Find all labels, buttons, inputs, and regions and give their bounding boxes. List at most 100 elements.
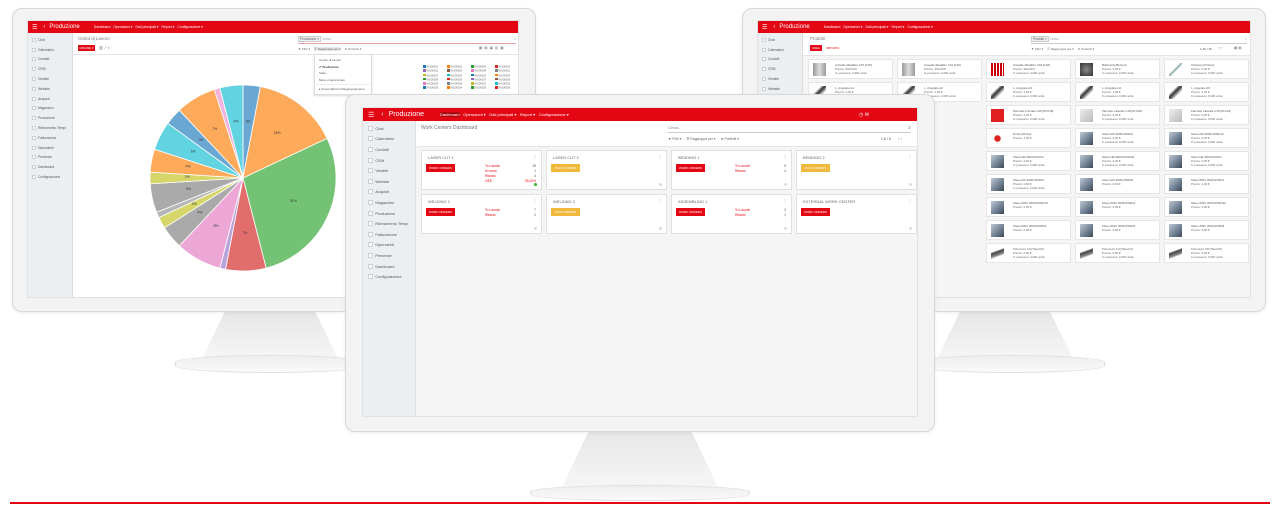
work-center-card[interactable]: BENDING 2 ⋮ PLAN ORDERS	[796, 150, 917, 190]
legend-item[interactable]: WO00012	[495, 69, 518, 73]
legend-item[interactable]: WO00002	[447, 65, 471, 69]
pie-slice[interactable]	[242, 86, 328, 179]
work-orders-button[interactable]: WORK ORDERS	[426, 164, 455, 172]
sidebar-item-vendite[interactable]: Vendite	[28, 74, 72, 84]
sidebar-item-produzione[interactable]: Produzione	[363, 208, 415, 219]
facet-tag[interactable]: Prodotti ×	[1031, 36, 1049, 42]
sidebar-item-calendario[interactable]: Calendario	[363, 134, 415, 145]
pie-slice[interactable]	[219, 84, 244, 179]
legend-item[interactable]: WO00031	[471, 82, 495, 86]
card-menu-icon[interactable]: ⋮	[783, 154, 787, 159]
group-by-button[interactable]: ☰ Raggruppa per ▾	[686, 137, 716, 141]
stat-label[interactable]: To Launch	[485, 208, 501, 212]
menu-item-2[interactable]: Dati principali ▾	[865, 25, 889, 29]
sidebar-item-rilevamento-tempi[interactable]: Rilevamento Tempi	[363, 218, 415, 229]
plan-orders-button[interactable]: PLAN ORDERS	[551, 208, 580, 216]
settings-icon[interactable]	[784, 183, 787, 186]
card-menu-icon[interactable]: ⋮	[908, 198, 912, 203]
sidebar-item-calendario[interactable]: Calendario	[28, 45, 72, 55]
back-icon[interactable]: ‹	[773, 24, 776, 30]
product-card[interactable]: L_Angolare A3 Prezzo: 1,00 € In possesso: …	[986, 82, 1071, 102]
legend-item[interactable]: WO00034	[447, 86, 471, 90]
menu-item-4[interactable]: Configurazione ▾	[177, 25, 203, 29]
product-card[interactable]: Armadio Metallico C16 [C16] Prezzo: 450,0…	[897, 59, 982, 79]
product-card[interactable]: Tubo ferro C4 [TferoC4] Prezzo: 0,00 € In …	[1075, 243, 1160, 263]
facet-tag[interactable]: Produzione ×	[298, 36, 321, 42]
stat-label[interactable]: To Launch	[735, 208, 751, 212]
product-card[interactable]: Bulloneria [BuGen] Prezzo: 0,00 € In posse…	[1075, 59, 1160, 79]
legend-item[interactable]: WO00023	[471, 73, 495, 77]
stat-label[interactable]: OEE	[485, 179, 492, 183]
card-menu-icon[interactable]: ⋮	[658, 198, 662, 203]
search-input[interactable]: Cerca...	[668, 126, 682, 130]
favorites-button[interactable]: ★ Preferiti ▾	[720, 137, 739, 141]
sidebar-item-configurazione[interactable]: Configurazione	[28, 172, 72, 182]
sidebar-item-crm[interactable]: CRM	[758, 64, 802, 74]
settings-icon[interactable]	[784, 227, 787, 230]
sidebar-item-fatturazione[interactable]: Fatturazione	[363, 229, 415, 240]
sidebar-item-magazzino[interactable]: Magazzino	[363, 197, 415, 208]
search-bar[interactable]: Cerca... ⌕	[668, 125, 911, 133]
import-button[interactable]: IMPORTA	[826, 46, 840, 50]
legend-item[interactable]: WO00012	[423, 69, 447, 73]
product-card[interactable]: Ruote [RUote] Prezzo: 1,00 €	[986, 128, 1071, 148]
group-option[interactable]: Stato	[319, 71, 327, 76]
product-card[interactable]: L_Angolare A4 Prezzo: 1,00 € In possesso: …	[1075, 82, 1160, 102]
card-menu-icon[interactable]: ⋮	[908, 154, 912, 159]
product-card[interactable]: Sheet ZINC 3000x1500x5 Prezzo: 0,00 €	[986, 220, 1071, 240]
menu-item-0[interactable]: Dashboard	[440, 112, 460, 117]
work-orders-button[interactable]: WORK ORDERS	[676, 208, 705, 216]
settings-icon[interactable]	[659, 183, 662, 186]
sidebar-item-vendite[interactable]: Vendite	[758, 74, 802, 84]
sidebar-item-dipendenti[interactable]: Dipendenti	[363, 240, 415, 251]
legend-item[interactable]: WO00036	[495, 86, 518, 90]
product-card[interactable]: Sheet AIS 3000x1500x3 Prezzo: 0,00 € In po…	[1075, 128, 1160, 148]
notification-icons[interactable]: ◷ ✉	[859, 111, 869, 118]
menu-item-3[interactable]: Report ▾	[891, 25, 905, 29]
product-card[interactable]: Sheet ZINC 3000x1500x20 Prezzo: 0,00 €	[1164, 197, 1249, 217]
sidebar-item-presenze[interactable]: Presenze	[363, 250, 415, 261]
legend-item[interactable]: WO00028	[423, 77, 447, 81]
legend-item[interactable]: WO00029	[423, 82, 447, 86]
product-card[interactable]: Sheet HE 3000x1500x2 Prezzo: 0,00 € In pos…	[986, 151, 1071, 171]
legend-item[interactable]: WO00032	[495, 82, 518, 86]
legend-item[interactable]: WO00026	[447, 77, 471, 81]
pager-arrows[interactable]: ‹ ›	[1219, 46, 1223, 50]
favorites-button[interactable]: ★ Preferiti ▾	[1077, 47, 1095, 51]
sidebar-item-acquisti[interactable]: Acquisti	[28, 94, 72, 104]
sidebar-item-chat[interactable]: Chat	[28, 35, 72, 45]
stat-label[interactable]: To Launch	[735, 164, 751, 168]
stat-label[interactable]: In corso	[485, 169, 497, 173]
group-option[interactable]: Mese programmato	[319, 78, 346, 83]
product-card[interactable]: L_Angolare A5 Prezzo: 1,00 € In possesso: …	[1164, 82, 1249, 102]
product-card[interactable]: Sheet ZINC 3000x1500x1 Prezzo: 1,00 €	[1164, 174, 1249, 194]
work-orders-button[interactable]: WORK ORDERS	[801, 208, 830, 216]
legend-item[interactable]: WO00021	[423, 73, 447, 77]
apps-menu-icon[interactable]: ☰	[368, 111, 375, 119]
card-menu-icon[interactable]: ⋮	[783, 198, 787, 203]
sidebar-item-calendario[interactable]: Calendario	[758, 45, 802, 55]
group-by-button[interactable]: ☰ Raggruppa per ▾	[1047, 47, 1074, 51]
legend-item[interactable]: WO00003	[471, 65, 495, 69]
measures-button[interactable]: MISURE ▾	[78, 45, 95, 51]
search-input[interactable]: Cerca...	[1049, 37, 1061, 41]
sidebar-item-crm[interactable]: CRM	[28, 64, 72, 74]
settings-icon[interactable]	[909, 183, 912, 186]
sidebar-item-website[interactable]: Website	[363, 176, 415, 187]
stat-label[interactable]: Ritardo	[485, 213, 496, 217]
sidebar-item-produzione[interactable]: Produzione	[28, 113, 72, 123]
menu-item-4[interactable]: Configurazione ▾	[907, 25, 933, 29]
filters-button[interactable]: ▼ Filtri ▾	[298, 47, 311, 51]
search-icon[interactable]: ⌕	[1245, 37, 1247, 41]
sidebar-item-crm[interactable]: CRM	[363, 155, 415, 166]
search-icon[interactable]: ⌕	[514, 37, 516, 41]
sidebar-item-configurazione[interactable]: Configurazione	[363, 271, 415, 282]
legend-item[interactable]: WO00028	[495, 77, 518, 81]
legend-item[interactable]: WO00024	[495, 73, 518, 77]
product-card[interactable]: Armadio Metallico C18 [C18] Prezzo: 960,0…	[986, 59, 1071, 79]
chart-type-icons[interactable]: ▥ ⟋ ◐	[99, 45, 111, 50]
sidebar-item-website[interactable]: Website	[758, 84, 802, 94]
menu-item-0[interactable]: Dashboard	[823, 25, 841, 29]
menu-item-2[interactable]: Dati principali ▾	[135, 25, 159, 29]
work-orders-button[interactable]: WORK ORDERS	[426, 208, 455, 216]
